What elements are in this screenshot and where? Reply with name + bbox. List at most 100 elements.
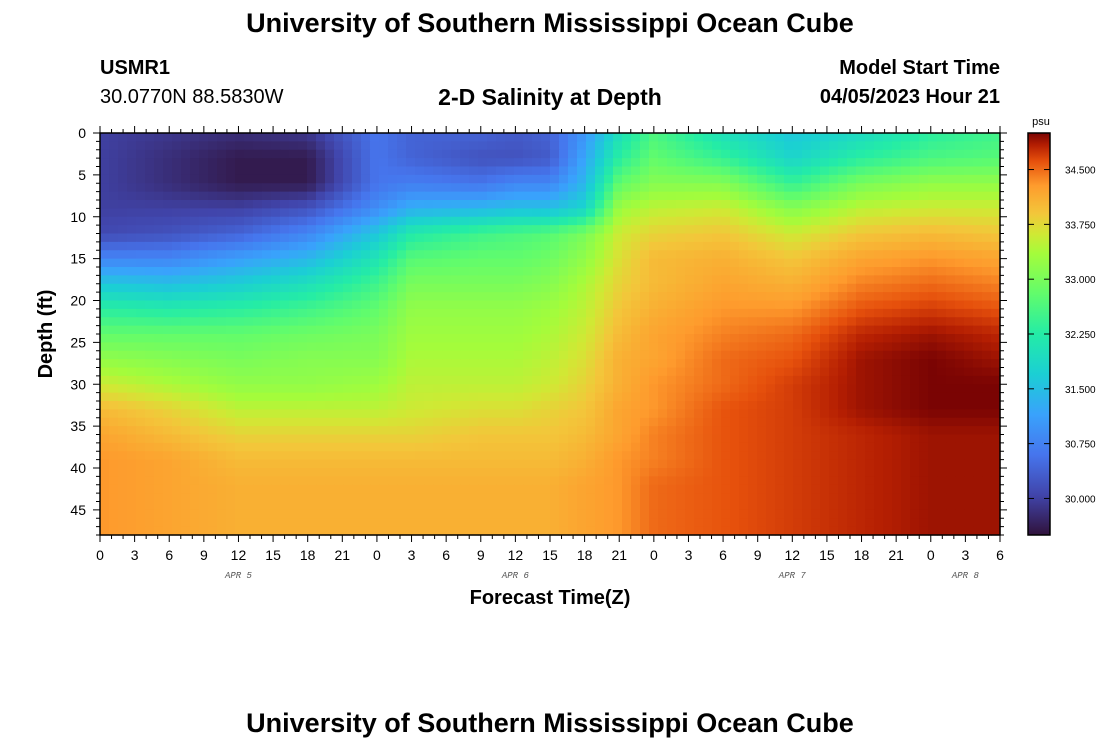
heatmap-cell [244, 434, 254, 444]
heatmap-cell [343, 292, 353, 302]
heatmap-cell [217, 334, 227, 343]
heatmap-cell [109, 191, 119, 201]
heatmap-cell [478, 225, 488, 235]
heatmap-cell [127, 342, 137, 352]
heatmap-cell [703, 283, 713, 293]
heatmap-cell [469, 241, 479, 251]
heatmap-cell [910, 258, 920, 268]
heatmap-cell [109, 200, 119, 209]
heatmap-cell [487, 200, 497, 209]
heatmap-cell [280, 149, 290, 159]
heatmap-cell [910, 158, 920, 168]
heatmap-cell [379, 334, 389, 343]
heatmap-cell [667, 241, 677, 251]
heatmap-cell [586, 166, 596, 176]
heatmap-cell [235, 225, 245, 235]
heatmap-cell [658, 300, 668, 310]
heatmap-cell [100, 509, 110, 519]
heatmap-cell [262, 258, 272, 268]
heatmap-cell [865, 133, 875, 142]
heatmap-cell [451, 200, 461, 209]
heatmap-cell [685, 342, 695, 352]
heatmap-cell [271, 149, 281, 159]
heatmap-cell [649, 501, 659, 511]
heatmap-cell [757, 476, 767, 486]
heatmap-cell [487, 434, 497, 444]
heatmap-cell [784, 451, 794, 461]
heatmap-cell [649, 166, 659, 176]
heatmap-cell [541, 283, 551, 293]
heatmap-cell [352, 166, 362, 176]
heatmap-cell [892, 141, 902, 151]
heatmap-cell [424, 292, 434, 302]
heatmap-cell [793, 509, 803, 519]
heatmap-cell [136, 484, 146, 494]
heatmap-cell [163, 183, 173, 193]
heatmap-cell [622, 166, 632, 176]
heatmap-cell [622, 133, 632, 142]
heatmap-cell [775, 417, 785, 427]
heatmap-cell [802, 392, 812, 402]
heatmap-cell [514, 250, 524, 260]
heatmap-cell [847, 334, 857, 343]
heatmap-cell [163, 250, 173, 260]
heatmap-cell [973, 275, 983, 285]
heatmap-cell [991, 392, 1001, 402]
heatmap-cell [370, 434, 380, 444]
heatmap-cell [649, 191, 659, 201]
heatmap-cell [262, 275, 272, 285]
heatmap-cell [721, 484, 731, 494]
heatmap-cell [118, 133, 128, 142]
heatmap-cell [262, 292, 272, 302]
heatmap-cell [973, 200, 983, 209]
heatmap-cell [298, 191, 308, 201]
heatmap-cell [604, 493, 614, 503]
heatmap-cell [973, 476, 983, 486]
heatmap-cell [595, 334, 605, 343]
heatmap-cell [955, 359, 965, 369]
heatmap-cell [424, 225, 434, 235]
heatmap-cell [226, 509, 236, 519]
heatmap-cell [820, 526, 830, 536]
heatmap-cell [820, 174, 830, 184]
heatmap-cell [235, 292, 245, 302]
heatmap-cell [865, 317, 875, 327]
heatmap-cell [442, 267, 452, 276]
heatmap-cell [505, 225, 515, 235]
heatmap-cell [730, 334, 740, 343]
heatmap-cell [766, 258, 776, 268]
heatmap-cell [982, 283, 992, 293]
heatmap-cell [325, 359, 335, 369]
heatmap-cell [685, 434, 695, 444]
heatmap-cell [973, 484, 983, 494]
heatmap-cell [199, 233, 209, 243]
heatmap-cell [523, 158, 533, 168]
heatmap-cell [415, 375, 425, 385]
heatmap-cell [478, 392, 488, 402]
heatmap-cell [982, 258, 992, 268]
heatmap-cell [550, 459, 560, 469]
heatmap-cell [595, 283, 605, 293]
heatmap-cell [118, 468, 128, 477]
heatmap-cell [289, 384, 299, 394]
heatmap-cell [397, 250, 407, 260]
heatmap-cell [460, 409, 470, 419]
heatmap-cell [541, 442, 551, 452]
heatmap-cell [784, 501, 794, 511]
heatmap-cell [784, 401, 794, 410]
heatmap-cell [487, 509, 497, 519]
heatmap-cell [694, 283, 704, 293]
heatmap-cell [946, 166, 956, 176]
heatmap-cell [820, 208, 830, 218]
heatmap-cell [433, 409, 443, 419]
heatmap-cell [910, 275, 920, 285]
heatmap-cell [298, 359, 308, 369]
heatmap-cell [712, 250, 722, 260]
heatmap-cell [370, 158, 380, 168]
heatmap-cell [757, 225, 767, 235]
heatmap-cell [838, 292, 848, 302]
heatmap-cell [892, 174, 902, 184]
heatmap-cell [613, 434, 623, 444]
heatmap-cell [208, 308, 218, 318]
heatmap-cell [640, 401, 650, 410]
